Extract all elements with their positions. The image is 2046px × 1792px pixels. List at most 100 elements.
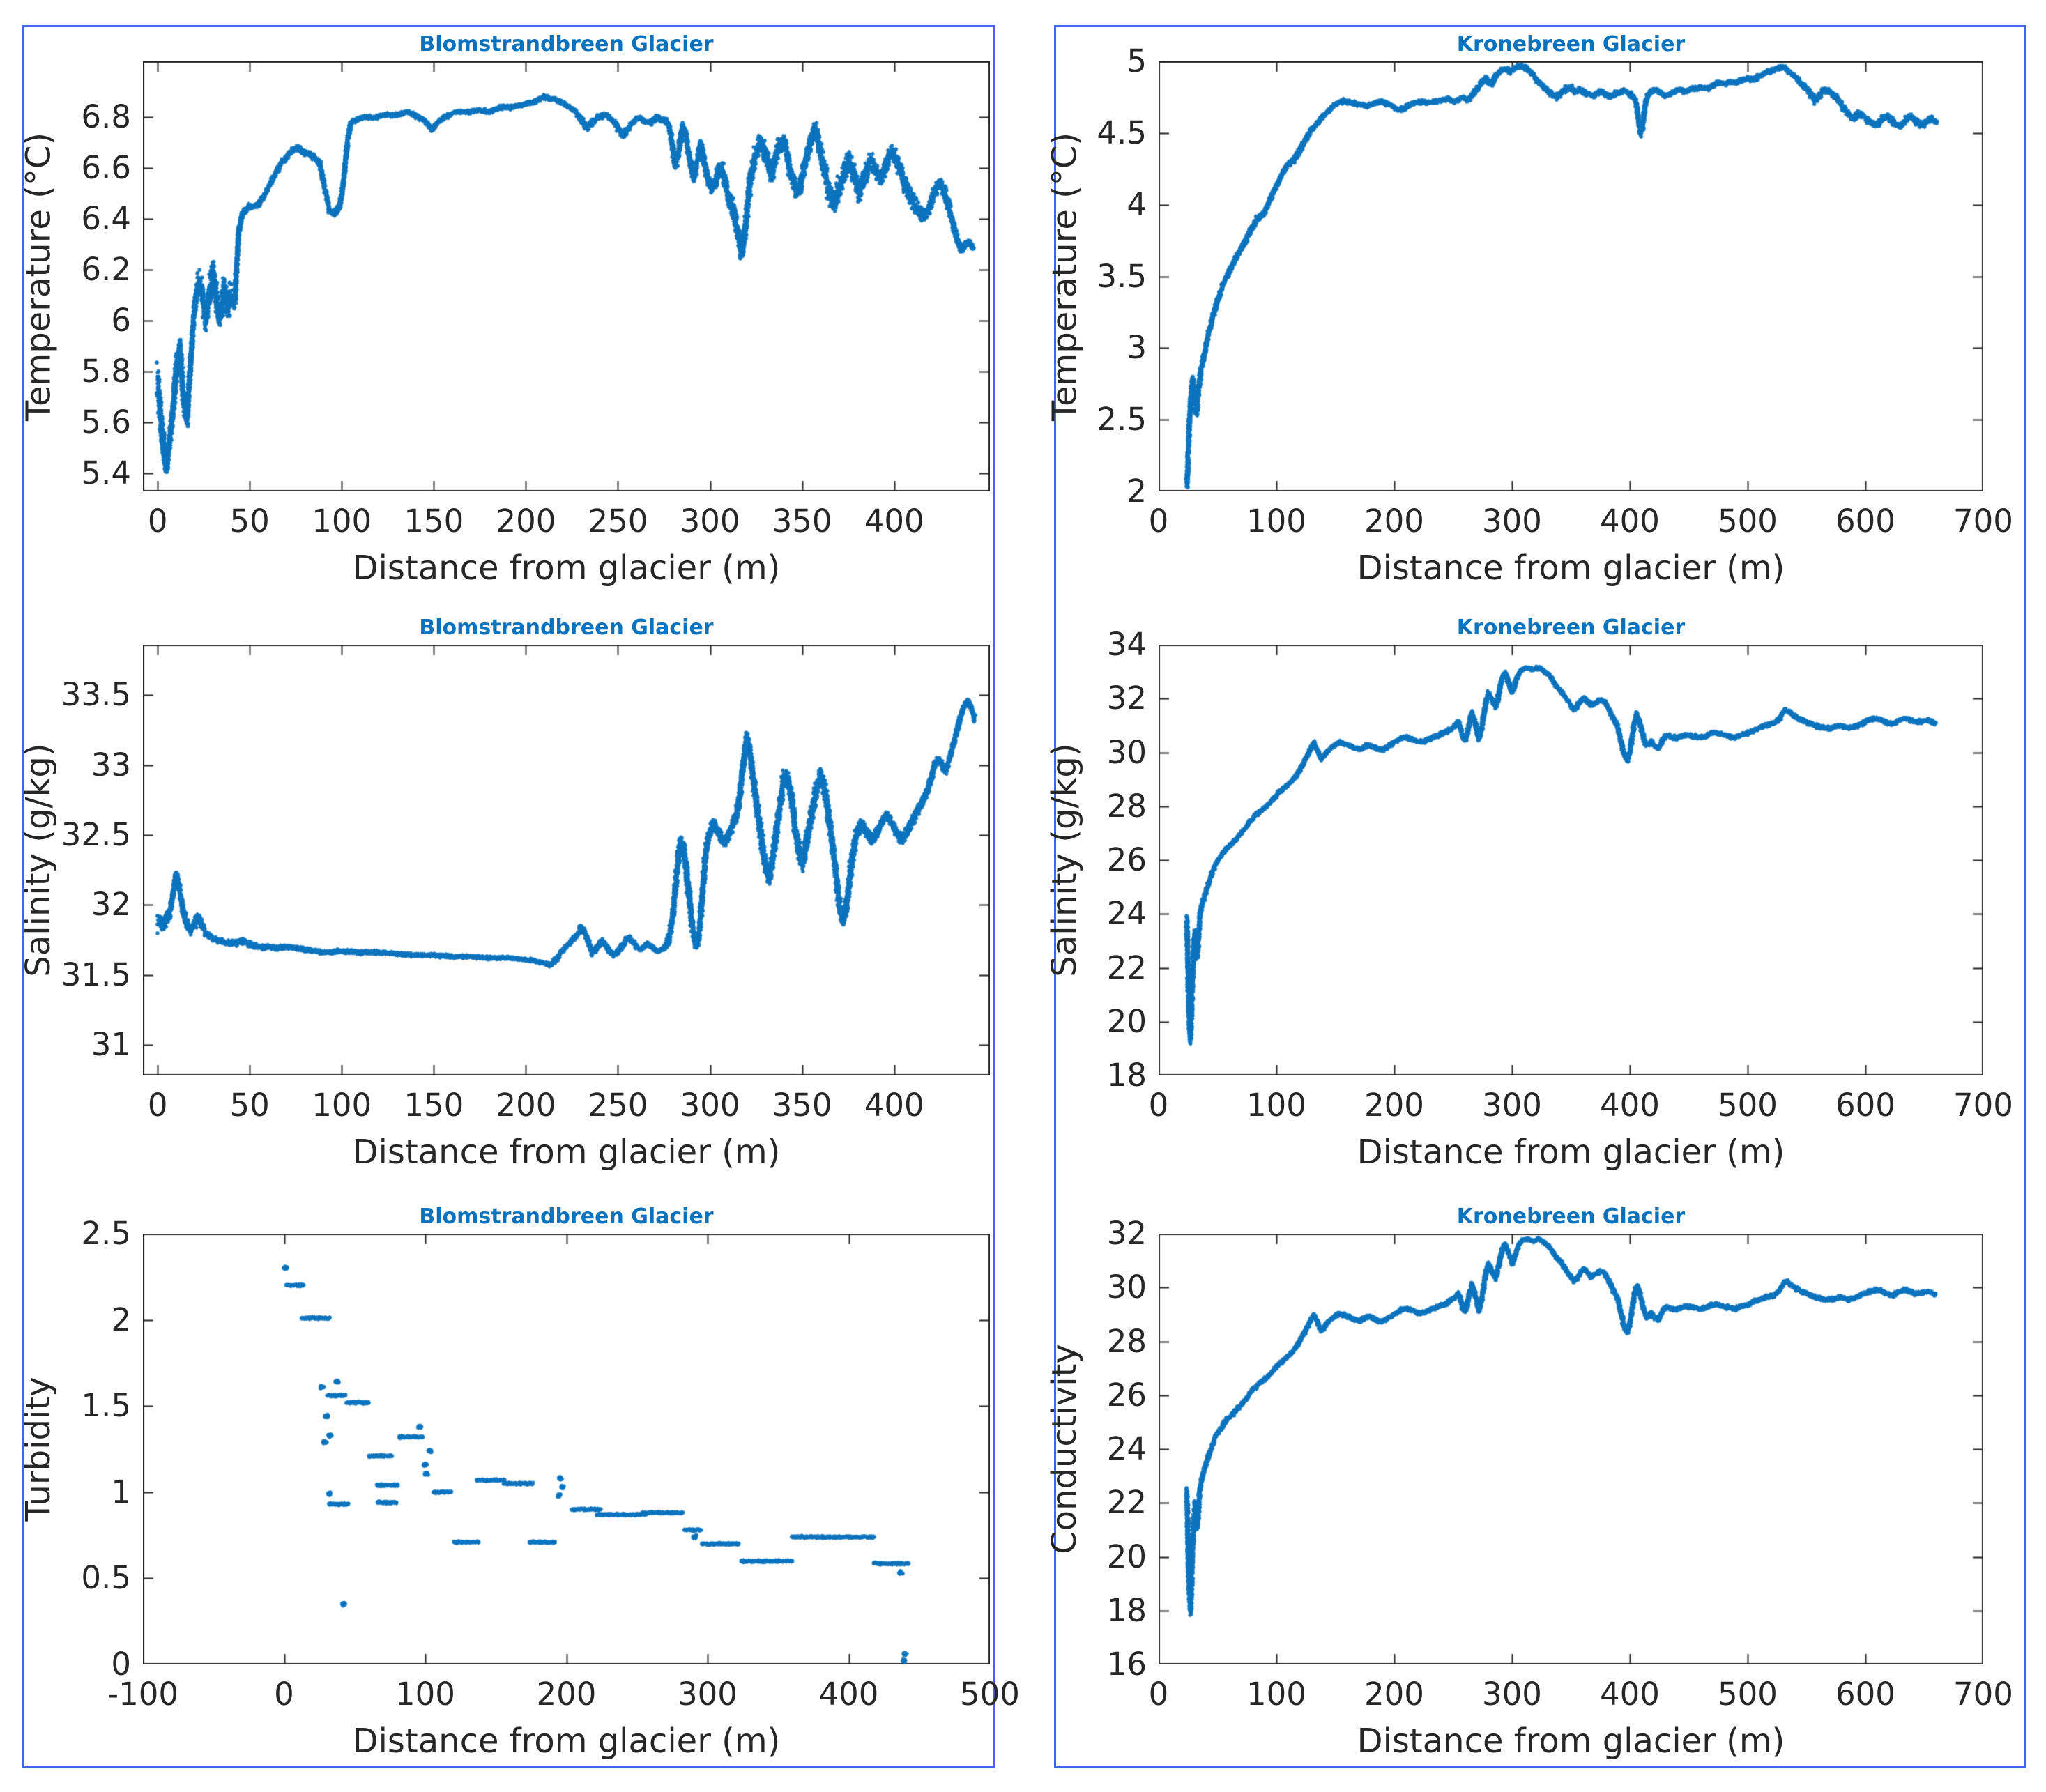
y-tick-label: 6.2 (81, 251, 131, 289)
x-tick-label: 0 (1148, 1676, 1169, 1713)
y-tick-label: 18 (1106, 1591, 1147, 1629)
y-tick-label: 6.4 (81, 200, 131, 238)
y-tick-label: 2.5 (1097, 401, 1147, 438)
y-tick-label: 31 (91, 1025, 131, 1063)
scatter-canvas (143, 645, 990, 1075)
x-tick-label: 200 (496, 503, 556, 539)
x-tick-label: 350 (772, 1087, 832, 1124)
y-tick-label: 18 (1106, 1057, 1147, 1094)
plot-blomstrandbreen-turbidity: Blomstrandbreen Glacier Turbidity Distan… (19, 1204, 1020, 1761)
x-tick-label: 350 (772, 503, 832, 539)
y-tick-label: 32 (1106, 1215, 1147, 1252)
y-tick-label: 2.5 (81, 1215, 131, 1252)
x-tick-label: 100 (1246, 1676, 1306, 1713)
x-axis-label: Distance from glacier (m) (1357, 1133, 1785, 1172)
y-tick-label: 16 (1106, 1646, 1147, 1683)
y-tick-label: 24 (1106, 895, 1147, 933)
x-tick-label: 500 (1718, 1676, 1778, 1713)
plot-blomstrandbreen-salinity: Blomstrandbreen Glacier Salinity (g/kg) … (19, 615, 990, 1172)
y-tick-label: 30 (1106, 1269, 1147, 1306)
y-tick-label: 0 (111, 1646, 131, 1683)
x-tick-label: 300 (1482, 1676, 1542, 1713)
x-tick-label: 200 (1364, 1676, 1424, 1713)
y-tick-label: 6.8 (81, 98, 131, 136)
x-axis-label: Distance from glacier (m) (352, 1133, 781, 1172)
x-tick-label: 200 (1364, 503, 1424, 539)
y-tick-label: 26 (1106, 841, 1147, 878)
y-tick-label: 5.6 (81, 404, 131, 441)
y-tick-label: 3.5 (1097, 257, 1147, 295)
x-axis-label: Distance from glacier (m) (1357, 549, 1785, 588)
y-tick-label: 32.5 (61, 815, 131, 853)
x-tick-label: 700 (1953, 1087, 2013, 1124)
y-tick-label: 20 (1106, 1538, 1147, 1575)
x-tick-label: 600 (1835, 1676, 1895, 1713)
x-tick-label: 150 (404, 1087, 464, 1124)
x-tick-label: 300 (1482, 1087, 1542, 1124)
plot-title: Blomstrandbreen Glacier (419, 32, 714, 56)
x-tick-label: 200 (496, 1087, 556, 1124)
scatter-canvas (143, 61, 990, 491)
x-tick-label: 250 (588, 1087, 648, 1124)
y-tick-label: 30 (1106, 733, 1147, 771)
y-tick-label: 3 (1127, 329, 1147, 367)
plot-kronebreen-salinity: Kronebreen Glacier Salinity (g/kg) Dista… (1045, 615, 2013, 1172)
x-axis-label: Distance from glacier (m) (352, 549, 781, 588)
y-tick-label: 1 (111, 1473, 131, 1510)
x-tick-label: 600 (1835, 1087, 1895, 1124)
y-tick-label: 6.6 (81, 149, 131, 187)
plot-kronebreen-temperature: Kronebreen Glacier Temperature (°C) Dist… (1045, 32, 2013, 588)
y-tick-label: 22 (1106, 949, 1147, 986)
x-axis-label: Distance from glacier (m) (352, 1722, 781, 1761)
x-tick-label: 500 (960, 1676, 1020, 1713)
y-tick-label: 5.8 (81, 353, 131, 390)
scatter-canvas (1159, 645, 1983, 1075)
x-tick-label: 100 (395, 1676, 455, 1713)
x-tick-label: 300 (678, 1676, 738, 1713)
y-tick-label: 0.5 (81, 1559, 131, 1597)
y-tick-label: 33.5 (61, 676, 131, 714)
y-tick-label: 5 (1127, 43, 1147, 79)
x-tick-label: 700 (1953, 503, 2013, 539)
y-tick-label: 33 (91, 746, 131, 783)
x-tick-label: 400 (1600, 1676, 1660, 1713)
y-tick-label: 20 (1106, 1002, 1147, 1040)
x-tick-label: 300 (1482, 503, 1542, 539)
plot-kronebreen-conductivity: Kronebreen Glacier Conductivity Distance… (1045, 1204, 2013, 1761)
x-tick-label: 400 (1600, 503, 1660, 539)
y-tick-label: 2 (111, 1301, 131, 1338)
y-tick-label: 31.5 (61, 956, 131, 993)
x-tick-label: 100 (1246, 1087, 1306, 1124)
y-tick-label: 6 (111, 302, 131, 339)
y-tick-label: 26 (1106, 1376, 1147, 1414)
y-tick-label: 4 (1127, 185, 1147, 223)
scatter-canvas (1159, 1234, 1983, 1664)
y-tick-label: 5.4 (81, 454, 131, 492)
x-tick-label: 0 (274, 1676, 294, 1713)
y-tick-label: 32 (91, 886, 131, 924)
x-tick-label: -100 (107, 1676, 179, 1713)
plot-blomstrandbreen-temperature: Blomstrandbreen Glacier Temperature (°C)… (19, 32, 990, 588)
x-tick-label: 300 (680, 1087, 740, 1124)
y-axis-label: Turbidity (19, 1377, 58, 1522)
x-tick-label: 0 (1148, 1087, 1169, 1124)
x-tick-label: 250 (588, 503, 648, 539)
x-tick-label: 100 (312, 1087, 372, 1124)
plot-title: Kronebreen Glacier (1456, 1204, 1686, 1229)
x-tick-label: 200 (536, 1676, 597, 1713)
x-tick-label: 500 (1718, 1087, 1778, 1124)
plot-title: Blomstrandbreen Glacier (419, 1204, 714, 1229)
x-tick-label: 50 (229, 1087, 270, 1124)
x-tick-label: 150 (404, 503, 464, 539)
x-tick-label: 400 (864, 503, 924, 539)
x-tick-label: 400 (1600, 1087, 1660, 1124)
y-tick-label: 34 (1106, 626, 1147, 663)
x-tick-label: 300 (680, 503, 740, 539)
x-tick-label: 0 (1148, 503, 1169, 539)
plot-title: Kronebreen Glacier (1456, 32, 1686, 56)
x-tick-label: 200 (1364, 1087, 1424, 1124)
y-tick-label: 28 (1106, 787, 1147, 825)
x-tick-label: 400 (864, 1087, 924, 1124)
y-tick-label: 22 (1106, 1484, 1147, 1522)
